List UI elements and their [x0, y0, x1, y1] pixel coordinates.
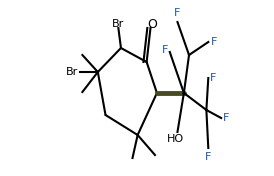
Text: O: O — [147, 18, 157, 31]
Text: Br: Br — [112, 19, 124, 29]
Text: F: F — [162, 45, 168, 55]
Text: HO: HO — [167, 134, 184, 144]
Text: F: F — [210, 73, 216, 83]
Text: F: F — [205, 152, 212, 162]
Text: F: F — [211, 37, 217, 47]
Text: Br: Br — [66, 67, 78, 77]
Text: F: F — [223, 113, 229, 123]
Text: F: F — [174, 8, 181, 18]
